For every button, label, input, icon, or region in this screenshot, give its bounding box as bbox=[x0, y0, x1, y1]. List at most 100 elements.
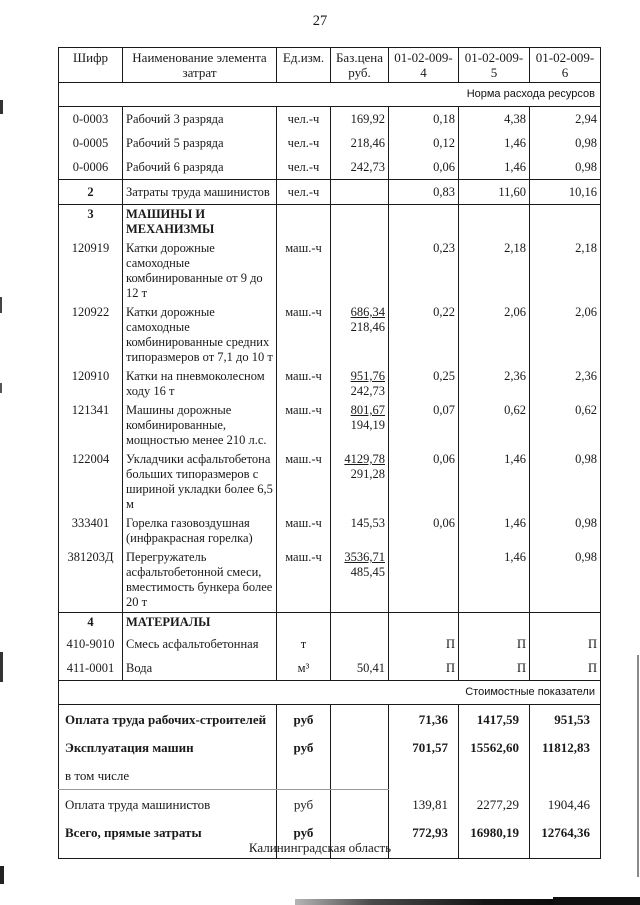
cell-name: Машины дорожные комбинированные, мощност… bbox=[122, 401, 277, 450]
cell-norm-009-4: 0,83 bbox=[388, 179, 459, 205]
summary-value-009-5 bbox=[458, 761, 530, 790]
cell-base-price: 169,92 bbox=[330, 106, 389, 131]
cell-norm-009-6: 0,98 bbox=[529, 155, 601, 180]
summary-value-009-6: 951,53 bbox=[529, 704, 601, 733]
table-row: 411-0001 Вода м³ 50,41 П П П bbox=[58, 656, 601, 681]
cell-norm-009-5: П bbox=[458, 656, 530, 681]
table-row: 381203Д Перегружатель асфальтобетонной с… bbox=[58, 548, 601, 613]
cell-unit: чел.-ч bbox=[276, 131, 331, 155]
norm-banner: Норма расхода ресурсов bbox=[58, 82, 601, 107]
summary-row-including: в том числе bbox=[58, 761, 601, 790]
cell-norm-009-4: 0,06 bbox=[388, 155, 459, 180]
cell-norm-009-4: 0,07 bbox=[388, 401, 459, 450]
cell-norm-009-5: 2,36 bbox=[458, 367, 530, 401]
table-row: 122004 Укладчики асфальтобетона больших … bbox=[58, 450, 601, 514]
summary-value-009-6: 11812,83 bbox=[529, 733, 601, 761]
summary-label: Эксплуатация машин bbox=[58, 733, 277, 761]
summary-value-009-5: 15562,60 bbox=[458, 733, 530, 761]
cell-norm-009-6 bbox=[529, 612, 601, 632]
base-price-numerator: 686,34 bbox=[350, 305, 385, 319]
cell-name: Укладчики асфальтобетона больших типораз… bbox=[122, 450, 277, 514]
base-price-numerator: 951,76 bbox=[350, 369, 385, 383]
cell-unit: чел.-ч bbox=[276, 155, 331, 180]
cell-name: Затраты труда машинистов bbox=[122, 179, 277, 205]
table-row: 333401 Горелка газовоздушная (инфракрасн… bbox=[58, 514, 601, 548]
header-norm-009-5: 01-02-009-5 bbox=[458, 47, 530, 83]
base-price-numerator: 3536,71 bbox=[344, 550, 385, 564]
cell-norm-009-4: 0,18 bbox=[388, 106, 459, 131]
cell-base-price: 951,76 242,73 bbox=[330, 367, 389, 401]
summary-value-009-5: 16980,19 bbox=[458, 818, 530, 859]
cell-name: Вода bbox=[122, 656, 277, 681]
header-code: Шифр bbox=[58, 47, 123, 83]
section-header-machines: 3 МАШИНЫ И МЕХАНИЗМЫ bbox=[58, 204, 601, 239]
summary-value-009-6 bbox=[529, 761, 601, 790]
summary-label: Всего, прямые затраты bbox=[58, 818, 277, 859]
cell-norm-009-4: 0,23 bbox=[388, 239, 459, 303]
summary-row-machine-operation: Эксплуатация машин руб 701,57 15562,60 1… bbox=[58, 733, 601, 761]
cell-norm-009-6: 10,16 bbox=[529, 179, 601, 205]
summary-unit: руб bbox=[276, 733, 331, 761]
cell-name: МАТЕРИАЛЫ bbox=[122, 612, 277, 632]
cell-base-price bbox=[330, 612, 389, 632]
cell-code: 3 bbox=[58, 204, 123, 239]
header-norm-009-4: 01-02-009-4 bbox=[388, 47, 459, 83]
table-row: 0-0006 Рабочий 6 разряда чел.-ч 242,73 0… bbox=[58, 155, 601, 180]
cell-base-price: 4129,78 291,28 bbox=[330, 450, 389, 514]
base-price-numerator: 801,67 bbox=[350, 403, 385, 417]
summary-unit bbox=[276, 761, 331, 790]
cost-norm-table: Шифр Наименование элемента затрат Ед.изм… bbox=[58, 47, 601, 859]
table-row: 120910 Катки на пневмоколесном ходу 16 т… bbox=[58, 367, 601, 401]
table-row: 121341 Машины дорожные комбинированные, … bbox=[58, 401, 601, 450]
cell-unit: маш.-ч bbox=[276, 401, 331, 450]
summary-base-price bbox=[330, 818, 389, 859]
summary-base-price bbox=[330, 704, 389, 733]
cell-name: МАШИНЫ И МЕХАНИЗМЫ bbox=[122, 204, 277, 239]
cell-norm-009-6: 2,06 bbox=[529, 303, 601, 367]
cell-base-price: 801,67 194,19 bbox=[330, 401, 389, 450]
cell-unit bbox=[276, 204, 331, 239]
summary-unit: руб bbox=[276, 704, 331, 733]
header-norm-009-6: 01-02-009-6 bbox=[529, 47, 601, 83]
cell-name: Рабочий 6 разряда bbox=[122, 155, 277, 180]
page-number: 27 bbox=[312, 13, 328, 29]
scan-edge-bar bbox=[295, 899, 640, 905]
cell-norm-009-6: 0,98 bbox=[529, 450, 601, 514]
summary-value-009-6: 12764,36 bbox=[529, 818, 601, 859]
section-header-materials: 4 МАТЕРИАЛЫ bbox=[58, 612, 601, 632]
cell-norm-009-5: 11,60 bbox=[458, 179, 530, 205]
summary-value-009-4: 71,36 bbox=[388, 704, 459, 733]
cell-code: 0-0005 bbox=[58, 131, 123, 155]
cell-unit: маш.-ч bbox=[276, 548, 331, 613]
summary-label: Оплата труда машинистов bbox=[58, 789, 277, 818]
summary-value-009-4: 701,57 bbox=[388, 733, 459, 761]
base-price-denominator: 218,46 bbox=[350, 320, 385, 334]
base-price-numerator: 218,46 bbox=[350, 136, 385, 150]
table-row: 0-0005 Рабочий 5 разряда чел.-ч 218,46 0… bbox=[58, 131, 601, 155]
cell-norm-009-4: П bbox=[388, 656, 459, 681]
cell-unit: чел.-ч bbox=[276, 179, 331, 205]
table-row: 120922 Катки дорожные самоходные комбини… bbox=[58, 303, 601, 367]
cell-name: Катки дорожные самоходные комбинированны… bbox=[122, 239, 277, 303]
cell-code: 121341 bbox=[58, 401, 123, 450]
base-price-denominator: 242,73 bbox=[350, 384, 385, 398]
cell-norm-009-6: 0,98 bbox=[529, 514, 601, 548]
cell-code: 2 bbox=[58, 179, 123, 205]
cell-name: Горелка газовоздушная (инфракрасная горе… bbox=[122, 514, 277, 548]
cell-norm-009-6: 2,36 bbox=[529, 367, 601, 401]
cell-norm-009-4: 0,12 bbox=[388, 131, 459, 155]
norm-banner-row: Норма расхода ресурсов bbox=[58, 82, 601, 107]
cell-norm-009-6: П bbox=[529, 656, 601, 681]
header-base-price: Баз.цена руб. bbox=[330, 47, 389, 83]
cell-norm-009-4: П bbox=[388, 632, 459, 656]
summary-row-machinist-pay: Оплата труда машинистов руб 139,81 2277,… bbox=[58, 789, 601, 818]
cell-name: Катки на пневмоколесном ходу 16 т bbox=[122, 367, 277, 401]
cell-unit: т bbox=[276, 632, 331, 656]
summary-label: Оплата труда рабочих-строителей bbox=[58, 704, 277, 733]
cell-norm-009-5: П bbox=[458, 632, 530, 656]
cell-base-price: 50,41 bbox=[330, 656, 389, 681]
cell-base-price bbox=[330, 204, 389, 239]
cell-code: 410-9010 bbox=[58, 632, 123, 656]
cell-norm-009-5: 0,62 bbox=[458, 401, 530, 450]
